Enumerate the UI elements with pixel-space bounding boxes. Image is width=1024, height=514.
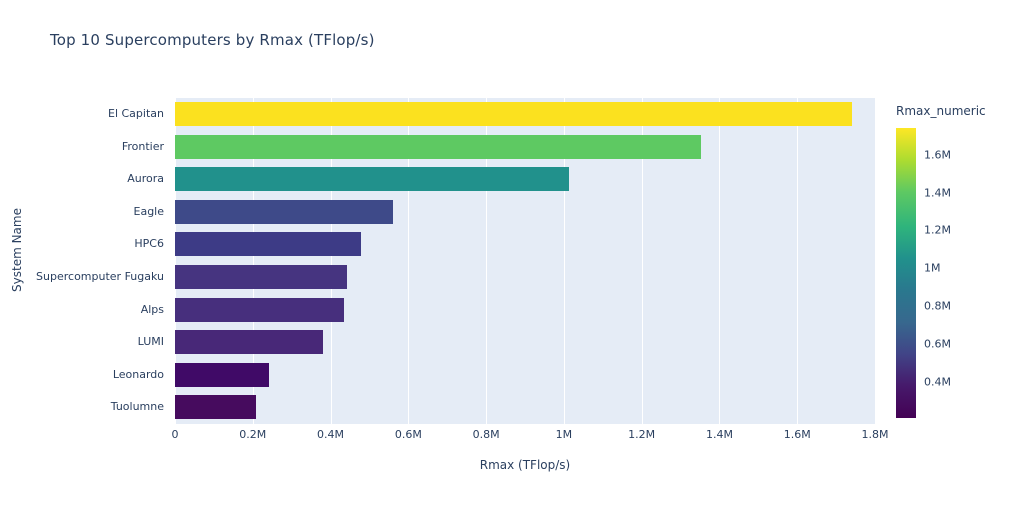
x-tick-label: 0.8M xyxy=(472,428,500,441)
bar-leonardo[interactable] xyxy=(175,362,269,387)
y-tick-label: Frontier xyxy=(121,139,164,153)
bar-alps[interactable] xyxy=(175,297,345,322)
gridline xyxy=(408,98,410,424)
bar-row xyxy=(175,294,875,327)
y-tick-label: Eagle xyxy=(133,204,165,218)
bar-row xyxy=(175,131,875,164)
bar-row xyxy=(175,261,875,294)
bars-layer xyxy=(175,98,875,424)
bar-row xyxy=(175,163,875,196)
gridline xyxy=(719,98,721,424)
y-tick-label: El Capitan xyxy=(108,107,164,120)
gridline xyxy=(175,98,176,424)
colorbar-tick-label: 1.4M xyxy=(924,186,951,200)
y-tick-label: HPC6 xyxy=(134,237,164,251)
bar-tuolumne[interactable] xyxy=(175,395,256,420)
gridline xyxy=(330,98,332,424)
y-axis-tick-labels: El Capitan Frontier Aurora Eagle HPC6 Superco… xyxy=(0,98,170,424)
gridline xyxy=(486,98,488,424)
x-tick-label: 1.8M xyxy=(861,428,889,441)
bar-row xyxy=(175,196,875,229)
x-tick-label: 1.4M xyxy=(705,428,733,441)
y-tick-label: Tuolumne xyxy=(110,400,164,414)
plot-area xyxy=(175,98,876,424)
y-tick-label: Alps xyxy=(140,302,164,316)
gridline xyxy=(797,98,799,424)
bar-row xyxy=(175,98,875,131)
bar-aurora[interactable] xyxy=(175,167,569,192)
colorbar-tick-label: 0.6M xyxy=(924,337,951,351)
gridline xyxy=(563,98,565,424)
colorbar-tick-label: 1.6M xyxy=(924,148,951,162)
colorbar-tick-label: 0.4M xyxy=(924,375,951,389)
bar-eagle[interactable] xyxy=(175,199,394,224)
x-tick-label: 0.6M xyxy=(394,428,422,441)
x-tick-label: 1.6M xyxy=(783,428,811,441)
bar-supercomputer-fugaku[interactable] xyxy=(175,265,347,289)
x-tick-label: 0 xyxy=(171,428,179,441)
x-tick-label: 1M xyxy=(555,428,573,441)
bar-row xyxy=(175,391,875,424)
y-tick-label: Aurora xyxy=(127,172,164,186)
bar-row xyxy=(175,228,875,261)
bar-row xyxy=(175,326,875,359)
y-tick-label: Supercomputer Fugaku xyxy=(36,270,164,283)
page-title: Top 10 Supercomputers by Rmax (TFlop/s) xyxy=(50,31,375,49)
colorbar-tick-label: 0.8M xyxy=(924,299,951,313)
bar-row xyxy=(175,359,875,392)
x-axis-tick-labels: 0 0.2M 0.4M 0.6M 0.8M 1M 1.2M 1.4M 1.6M 1.8M xyxy=(171,428,889,448)
colorbar-tick-label: 1.2M xyxy=(924,223,951,237)
x-tick-label: 0.4M xyxy=(317,428,345,441)
y-tick-label: Leonardo xyxy=(112,367,164,381)
gridline xyxy=(875,98,876,424)
gridline xyxy=(252,98,254,424)
y-tick-label: LUMI xyxy=(137,335,164,349)
gridline xyxy=(641,98,643,424)
bar-frontier[interactable] xyxy=(175,134,702,159)
bar-lumi[interactable] xyxy=(175,330,323,355)
bar-el-capitan[interactable] xyxy=(175,102,853,126)
x-tick-label: 0.2M xyxy=(239,428,267,441)
colorbar-gradient xyxy=(896,128,916,418)
colorbar-tick-label: 1M xyxy=(924,261,941,275)
x-axis-title: Rmax (TFlop/s) xyxy=(479,458,571,472)
colorbar-title: Rmax_numeric xyxy=(896,104,986,118)
x-tick-label: 1.2M xyxy=(628,428,656,441)
bar-hpc6[interactable] xyxy=(175,232,361,257)
